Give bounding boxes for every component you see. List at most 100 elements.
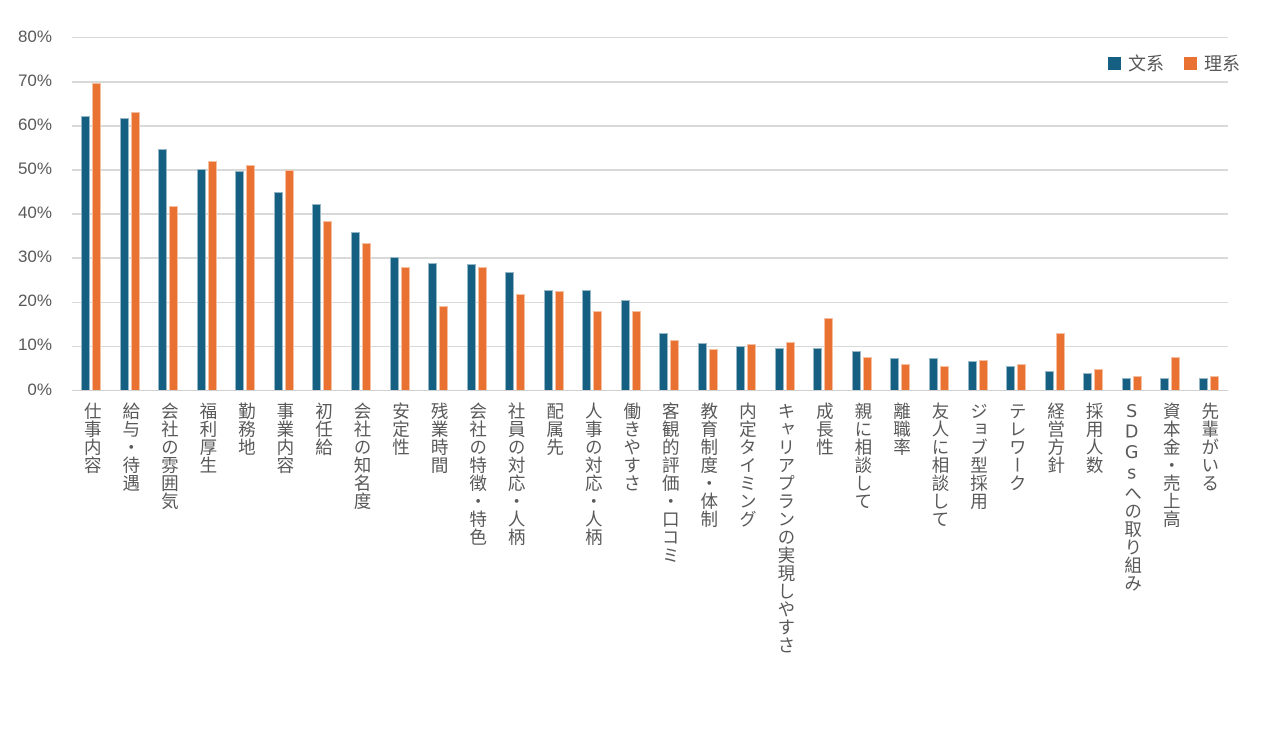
- gridline-50: [72, 169, 1228, 171]
- y-tick-label: 30%: [17, 247, 52, 267]
- bar-bunkei: [582, 289, 592, 391]
- bar-rikei: [362, 243, 371, 391]
- bar-rikei: [1017, 364, 1027, 391]
- gridline-10: [72, 345, 1228, 348]
- x-category-label: 働きやすさ: [620, 402, 641, 492]
- bar-rikei: [862, 356, 872, 391]
- bar-rikei: [940, 366, 949, 391]
- legend: 文系 理系: [1104, 50, 1244, 76]
- x-category-label: 会社の特徴・特色: [466, 402, 487, 546]
- x-category-label: 仕事内容: [81, 402, 102, 474]
- bar-bunkei: [774, 347, 784, 391]
- gridline-0: [72, 389, 1228, 392]
- bar-rikei: [631, 311, 641, 391]
- x-category-label: 安定性: [389, 402, 410, 456]
- bar-rikei: [1055, 332, 1065, 391]
- bar-bunkei: [929, 358, 938, 391]
- x-category-label: 配属先: [543, 402, 564, 456]
- legend-swatch-rikei: [1184, 56, 1197, 70]
- bar-bunkei: [697, 342, 707, 391]
- y-tick-label: 60%: [17, 114, 52, 134]
- x-category-label: 内定タイミング: [736, 402, 757, 528]
- x-category-label: 事業内容: [273, 402, 294, 474]
- bar-bunkei: [659, 332, 669, 391]
- x-category-label: テレワーク: [1006, 402, 1027, 492]
- bar-rikei: [824, 318, 834, 391]
- bar-bunkei: [851, 350, 861, 391]
- y-tick-label: 0%: [27, 379, 52, 399]
- bar-bunkei: [620, 300, 630, 391]
- bar-bunkei: [351, 232, 360, 391]
- x-category-label: 勤務地: [235, 402, 256, 456]
- y-tick-label: 70%: [17, 70, 52, 90]
- bar-bunkei: [1044, 370, 1054, 391]
- bar-rikei: [400, 267, 410, 391]
- x-category-label: 会社の雰囲気: [158, 402, 179, 510]
- bar-rikei: [439, 305, 449, 391]
- bar-bunkei: [1160, 378, 1170, 391]
- bar-bunkei: [505, 272, 515, 391]
- y-tick-label: 50%: [17, 159, 52, 178]
- x-category-label: 経営方針: [1044, 402, 1065, 474]
- gridline-40: [72, 213, 1228, 215]
- x-category-label: 初任給: [312, 402, 333, 456]
- x-category-label: SDGsへの取り組み: [1121, 402, 1142, 592]
- y-tick-label: 10%: [17, 335, 52, 355]
- x-category-label: 友人に相談して: [929, 402, 949, 528]
- bar-bunkei: [1121, 378, 1131, 391]
- bar-bunkei: [543, 289, 553, 391]
- y-tick-label: 40%: [17, 203, 52, 223]
- bar-rikei: [246, 165, 256, 391]
- bar-rikei: [1171, 356, 1181, 391]
- bar-rikei: [284, 170, 294, 391]
- legend-label-bunkei: 文系: [1128, 54, 1164, 75]
- bar-rikei: [593, 311, 603, 391]
- legend-swatch-bunkei: [1108, 56, 1121, 70]
- y-tick-label: 20%: [17, 291, 52, 311]
- bar-rikei: [670, 340, 680, 391]
- bar-rikei: [92, 83, 102, 391]
- gridline-70: [72, 81, 1228, 83]
- x-category-label: キャリアプランの実現しやすさ: [774, 402, 795, 654]
- bar-rikei: [130, 112, 140, 391]
- bar-bunkei: [235, 171, 245, 391]
- x-category-label: 人事の対応・人柄: [582, 402, 603, 546]
- bar-bunkei: [389, 257, 399, 391]
- x-category-label: 会社の知名度: [351, 402, 371, 510]
- legend-item-rikei: 理系: [1184, 50, 1240, 76]
- bar-bunkei: [1083, 373, 1093, 391]
- bar-bunkei: [1198, 378, 1208, 391]
- x-category-label: 給与・待遇: [119, 402, 140, 492]
- bar-bunkei: [1006, 365, 1016, 391]
- legend-item-bunkei: 文系: [1108, 50, 1164, 76]
- bar-rikei: [323, 221, 333, 391]
- x-category-label: 成長性: [813, 402, 834, 456]
- bar-rikei: [554, 291, 564, 391]
- legend-label-rikei: 理系: [1204, 54, 1240, 75]
- bar-rikei: [1094, 369, 1104, 391]
- x-category-label: 親に相談して: [851, 402, 872, 510]
- y-tick-label: 80%: [17, 26, 52, 46]
- bar-rikei: [516, 293, 526, 391]
- x-category-label: 福利厚生: [196, 402, 217, 474]
- bar-bunkei: [890, 358, 900, 391]
- bar-rikei: [477, 266, 487, 391]
- bar-rikei: [1209, 376, 1219, 391]
- x-category-label: 客観的評価・口コミ: [659, 402, 680, 564]
- bar-bunkei: [81, 116, 91, 391]
- bar-bunkei: [273, 191, 283, 391]
- bar-rikei: [747, 344, 757, 391]
- bar-rikei: [1132, 376, 1142, 391]
- bar-rikei: [708, 349, 718, 391]
- gridline-80: [72, 36, 1228, 39]
- bar-bunkei: [967, 360, 977, 391]
- bar-bunkei: [158, 148, 168, 391]
- bar-bunkei: [466, 264, 476, 391]
- bar-rikei: [901, 364, 911, 391]
- bar-rikei: [785, 341, 795, 391]
- x-category-label: 残業時間: [428, 402, 449, 474]
- bar-bunkei: [736, 345, 746, 391]
- x-category-label: 社員の対応・人柄: [505, 402, 526, 546]
- x-category-label: 離職率: [890, 402, 911, 456]
